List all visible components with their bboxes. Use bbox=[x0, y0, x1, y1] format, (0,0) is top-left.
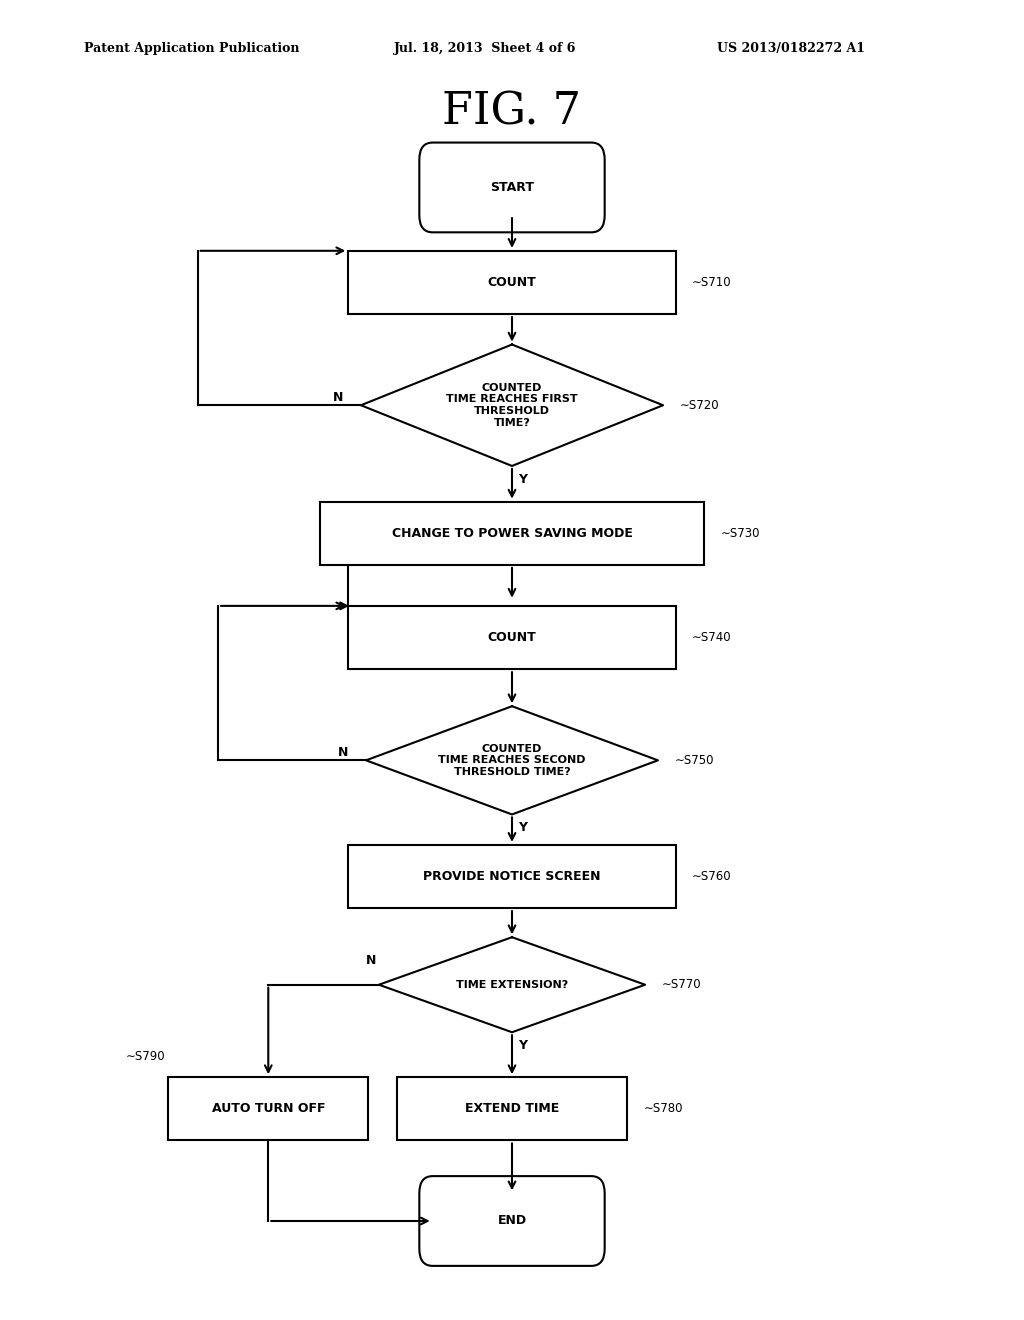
Text: EXTEND TIME: EXTEND TIME bbox=[465, 1102, 559, 1115]
Text: Y: Y bbox=[518, 1039, 526, 1052]
Text: Jul. 18, 2013  Sheet 4 of 6: Jul. 18, 2013 Sheet 4 of 6 bbox=[394, 42, 577, 55]
Text: N: N bbox=[338, 746, 349, 759]
Text: ∼S760: ∼S760 bbox=[692, 870, 732, 883]
Text: ∼S780: ∼S780 bbox=[644, 1102, 683, 1115]
Text: ∼S740: ∼S740 bbox=[692, 631, 732, 644]
FancyBboxPatch shape bbox=[420, 143, 604, 232]
Text: N: N bbox=[366, 954, 376, 968]
Text: COUNT: COUNT bbox=[487, 276, 537, 289]
Bar bbox=[348, 251, 676, 314]
Text: COUNTED
TIME REACHES FIRST
THRESHOLD
TIME?: COUNTED TIME REACHES FIRST THRESHOLD TIM… bbox=[446, 383, 578, 428]
Text: ∼S770: ∼S770 bbox=[662, 978, 701, 991]
FancyBboxPatch shape bbox=[420, 1176, 604, 1266]
Text: US 2013/0182272 A1: US 2013/0182272 A1 bbox=[717, 42, 865, 55]
Text: Y: Y bbox=[518, 821, 526, 834]
Text: ∼S730: ∼S730 bbox=[721, 527, 760, 540]
Text: Y: Y bbox=[518, 473, 526, 486]
Text: ∼S720: ∼S720 bbox=[680, 399, 719, 412]
Text: COUNT: COUNT bbox=[487, 631, 537, 644]
Text: Patent Application Publication: Patent Application Publication bbox=[84, 42, 299, 55]
Text: PROVIDE NOTICE SCREEN: PROVIDE NOTICE SCREEN bbox=[423, 870, 601, 883]
Polygon shape bbox=[367, 706, 657, 814]
Bar bbox=[348, 606, 676, 669]
Text: COUNTED
TIME REACHES SECOND
THRESHOLD TIME?: COUNTED TIME REACHES SECOND THRESHOLD TI… bbox=[438, 743, 586, 777]
Text: AUTO TURN OFF: AUTO TURN OFF bbox=[212, 1102, 325, 1115]
Text: TIME EXTENSION?: TIME EXTENSION? bbox=[456, 979, 568, 990]
Text: N: N bbox=[333, 391, 344, 404]
Bar bbox=[397, 1077, 627, 1140]
Text: CHANGE TO POWER SAVING MODE: CHANGE TO POWER SAVING MODE bbox=[391, 527, 633, 540]
Polygon shape bbox=[379, 937, 645, 1032]
Polygon shape bbox=[361, 345, 664, 466]
Text: ∼S710: ∼S710 bbox=[692, 276, 732, 289]
Text: END: END bbox=[498, 1214, 526, 1228]
Bar bbox=[319, 502, 705, 565]
Bar bbox=[348, 845, 676, 908]
Text: START: START bbox=[490, 181, 534, 194]
Text: ∼S790: ∼S790 bbox=[126, 1049, 166, 1063]
Text: FIG. 7: FIG. 7 bbox=[442, 91, 582, 133]
Text: ∼S750: ∼S750 bbox=[674, 754, 714, 767]
Bar bbox=[168, 1077, 369, 1140]
